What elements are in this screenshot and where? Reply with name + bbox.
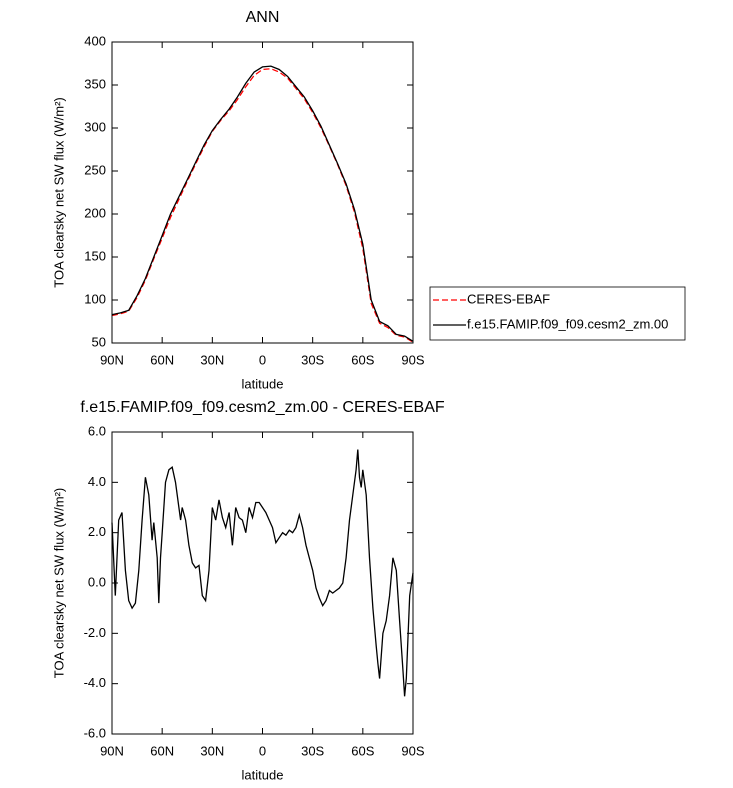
y-tick-label: -6.0 (84, 725, 106, 740)
y-tick-label: -4.0 (84, 675, 106, 690)
x-tick-label: 60S (351, 352, 374, 367)
x-tick-label: 30N (200, 352, 224, 367)
y-tick-label: 250 (84, 162, 106, 177)
y-tick-label: 6.0 (88, 423, 106, 438)
y-tick-label: 300 (84, 119, 106, 134)
x-tick-label: 0 (259, 352, 266, 367)
y-tick-label: 400 (84, 33, 106, 48)
x-axis-label: latitude (242, 767, 284, 782)
x-tick-label: 90S (401, 352, 424, 367)
y-tick-label: 150 (84, 248, 106, 263)
y-tick-label: 0.0 (88, 574, 106, 589)
y-tick-label: 200 (84, 205, 106, 220)
y-axis-label: TOA clearsky net SW flux (W/m²) (51, 488, 66, 678)
x-tick-label: 90N (100, 743, 124, 758)
y-axis-label: TOA clearsky net SW flux (W/m²) (51, 97, 66, 287)
plot-frame (111, 41, 414, 344)
x-tick-label: 0 (259, 743, 266, 758)
y-tick-label: 2.0 (88, 524, 106, 539)
x-axis-label: latitude (242, 376, 284, 391)
legend-label: CERES-EBAF (467, 291, 550, 306)
x-tick-label: 90N (100, 352, 124, 367)
plot-frame (111, 431, 414, 735)
x-tick-label: 60N (150, 743, 174, 758)
chart-title: ANN (246, 9, 280, 26)
legend-label: f.e15.FAMIP.f09_f09.cesm2_zm.00 (467, 316, 668, 331)
y-tick-label: 100 (84, 291, 106, 306)
chart-title: f.e15.FAMIP.f09_f09.cesm2_zm.00 - CERES-… (80, 399, 445, 416)
x-tick-label: 90S (401, 743, 424, 758)
x-tick-label: 60S (351, 743, 374, 758)
y-tick-label: -2.0 (84, 625, 106, 640)
data-line (111, 68, 414, 343)
data-line (111, 65, 414, 342)
legend-box (429, 286, 686, 341)
x-tick-label: 60N (150, 352, 174, 367)
y-tick-label: 50 (92, 334, 106, 349)
x-tick-label: 30N (200, 743, 224, 758)
x-tick-label: 30S (301, 743, 324, 758)
y-tick-label: 4.0 (88, 474, 106, 489)
data-line (111, 449, 414, 697)
y-tick-label: 350 (84, 76, 106, 91)
x-tick-label: 30S (301, 352, 324, 367)
